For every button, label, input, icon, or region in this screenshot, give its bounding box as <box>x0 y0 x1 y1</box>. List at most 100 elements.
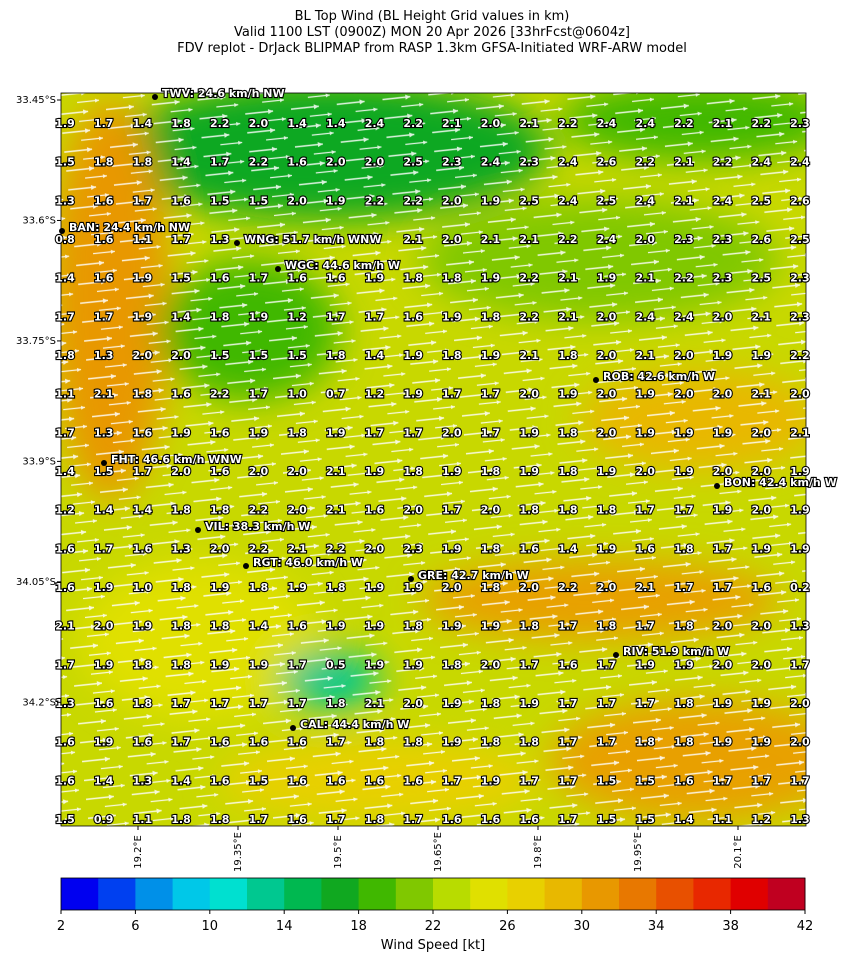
grid-value: 1.9 <box>365 465 385 478</box>
station-label: WNG: 51.7 km/h WNW <box>244 233 382 246</box>
grid-value: 2.3 <box>403 542 423 555</box>
colorbar-bin <box>470 878 508 910</box>
grid-value: 2.0 <box>249 465 269 478</box>
grid-value: 2.2 <box>790 349 810 362</box>
colorbar-tick-label: 10 <box>202 919 219 934</box>
grid-value: 2.1 <box>674 194 694 207</box>
grid-value: 2.0 <box>713 658 733 671</box>
grid-value: 1.9 <box>751 736 771 749</box>
grid-value: 1.8 <box>210 504 230 517</box>
grid-value: 0.2 <box>790 581 810 594</box>
grid-value: 2.4 <box>597 233 617 246</box>
grid-value: 2.0 <box>171 349 191 362</box>
grid-value: 2.1 <box>635 272 655 285</box>
grid-value: 2.4 <box>365 117 385 130</box>
colorbar-bin <box>284 878 322 910</box>
grid-value: 1.8 <box>674 697 694 710</box>
grid-value: 1.7 <box>287 697 307 710</box>
grid-value: 1.9 <box>442 542 462 555</box>
lat-label: 34.05°S <box>16 577 56 588</box>
grid-value: 1.8 <box>94 156 114 169</box>
grid-value: 2.4 <box>635 310 655 323</box>
grid-value: 1.9 <box>481 194 501 207</box>
grid-value: 1.9 <box>597 465 617 478</box>
grid-value: 2.3 <box>674 233 694 246</box>
grid-value: 1.6 <box>403 310 423 323</box>
grid-value: 2.0 <box>442 194 462 207</box>
grid-value: 2.1 <box>442 117 462 130</box>
colorbar-tick-label: 30 <box>574 919 591 934</box>
grid-value: 2.0 <box>442 581 462 594</box>
grid-value: 1.8 <box>171 813 191 826</box>
grid-value: 1.8 <box>171 117 191 130</box>
grid-value: 1.9 <box>790 465 810 478</box>
station-label: VIL: 38.3 km/h W <box>205 520 310 533</box>
grid-value: 2.2 <box>249 156 269 169</box>
grid-value: 1.8 <box>210 620 230 633</box>
grid-value: 2.1 <box>403 233 423 246</box>
colorbar-tick-label: 18 <box>350 919 367 934</box>
colorbar-tick-label: 38 <box>722 919 739 934</box>
grid-value: 1.7 <box>249 813 269 826</box>
grid-value: 2.2 <box>249 542 269 555</box>
grid-value: 1.4 <box>365 349 385 362</box>
grid-value: 2.6 <box>790 194 810 207</box>
grid-value: 1.5 <box>597 813 617 826</box>
grid-value: 2.1 <box>558 272 578 285</box>
station-marker <box>613 652 619 658</box>
grid-value: 2.1 <box>751 388 771 401</box>
grid-value: 1.7 <box>287 658 307 671</box>
grid-value: 2.0 <box>326 156 346 169</box>
station-label: BON: 42.4 km/h W <box>724 476 837 489</box>
grid-value: 1.9 <box>94 581 114 594</box>
colorbar-bin <box>544 878 583 910</box>
grid-value: 1.8 <box>481 736 501 749</box>
grid-value: 2.1 <box>790 426 810 439</box>
grid-value: 1.9 <box>674 426 694 439</box>
grid-value: 1.2 <box>365 388 385 401</box>
grid-value: 1.7 <box>597 658 617 671</box>
station-label: TWV: 24.6 km/h NW <box>162 87 285 100</box>
grid-value: 1.7 <box>790 774 810 787</box>
grid-value: 2.0 <box>751 465 771 478</box>
grid-values: 1.9 1.7 1.4 1.8 2.2 2.0 1.4 1.4 2.4 2.2 2.1 2.0 2.1 2… <box>54 86 838 827</box>
grid-value: 1.7 <box>558 620 578 633</box>
grid-value: 1.3 <box>171 542 191 555</box>
grid-value: 1.9 <box>519 426 539 439</box>
grid-value: 1.7 <box>94 117 114 130</box>
grid-value: 2.5 <box>751 272 771 285</box>
grid-value: 2.1 <box>365 697 385 710</box>
grid-value: 1.9 <box>55 117 75 130</box>
grid-value: 1.7 <box>403 813 423 826</box>
lat-label: 34.2°S <box>22 697 56 708</box>
grid-value: 1.7 <box>713 581 733 594</box>
station-marker <box>101 460 107 466</box>
grid-value: 1.4 <box>674 813 694 826</box>
station-marker <box>275 266 281 272</box>
grid-value: 1.9 <box>442 736 462 749</box>
grid-value: 1.8 <box>558 465 578 478</box>
grid-value: 1.9 <box>481 349 501 362</box>
grid-value: 1.8 <box>597 504 617 517</box>
grid-value: 1.8 <box>365 813 385 826</box>
grid-value: 1.9 <box>94 736 114 749</box>
station-label: GRE: 42.7 km/h W <box>418 569 529 582</box>
grid-value: 1.7 <box>442 774 462 787</box>
station-marker <box>408 576 414 582</box>
grid-value: 1.9 <box>365 581 385 594</box>
grid-value: 1.6 <box>55 774 75 787</box>
grid-value: 1.6 <box>210 465 230 478</box>
grid-value: 1.8 <box>249 581 269 594</box>
grid-value: 1.6 <box>365 504 385 517</box>
grid-value: 1.4 <box>55 272 75 285</box>
colorbar-tick-label: 34 <box>648 919 665 934</box>
grid-value: 1.8 <box>674 620 694 633</box>
grid-value: 2.5 <box>403 156 423 169</box>
grid-value: 1.7 <box>790 658 810 671</box>
grid-value: 1.3 <box>133 774 153 787</box>
grid-value: 1.7 <box>635 620 655 633</box>
station-label: RIV: 51.9 km/h W <box>623 645 729 658</box>
grid-value: 1.3 <box>210 233 230 246</box>
grid-value: 1.3 <box>94 426 114 439</box>
